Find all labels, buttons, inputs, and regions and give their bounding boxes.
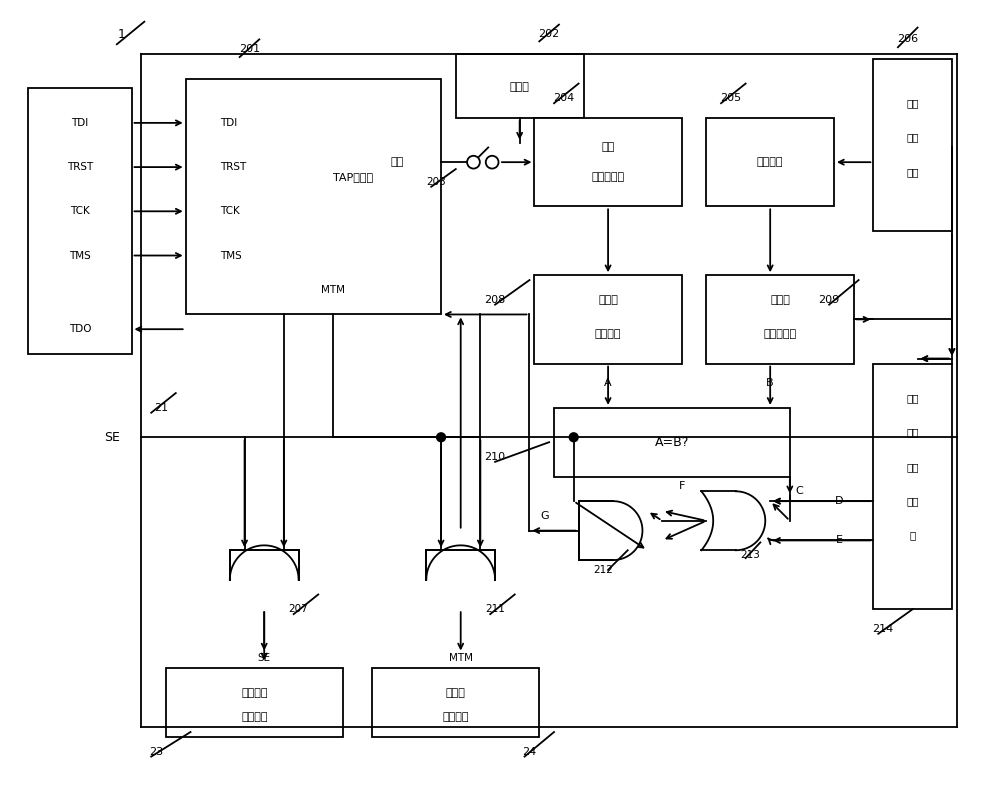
Text: 算法电路: 算法电路 bbox=[595, 329, 621, 339]
Text: E: E bbox=[835, 535, 842, 546]
Text: 器: 器 bbox=[910, 531, 916, 541]
Text: TRST: TRST bbox=[220, 162, 246, 172]
Text: 24: 24 bbox=[522, 747, 537, 757]
Text: TCK: TCK bbox=[70, 206, 90, 216]
Text: 210: 210 bbox=[485, 452, 506, 462]
Text: MTM: MTM bbox=[321, 285, 345, 295]
Text: TDI: TDI bbox=[71, 118, 89, 128]
Text: A=B?: A=B? bbox=[655, 435, 689, 449]
Text: C: C bbox=[796, 486, 804, 496]
Text: 1: 1 bbox=[118, 28, 126, 41]
Text: 23: 23 bbox=[149, 747, 163, 757]
Text: 211: 211 bbox=[485, 604, 505, 615]
Bar bbox=[706, 118, 834, 206]
Text: 输入: 输入 bbox=[601, 143, 615, 152]
Text: F: F bbox=[679, 481, 685, 492]
Text: 介质: 介质 bbox=[906, 167, 919, 177]
Text: A: A bbox=[604, 378, 612, 389]
Text: 202: 202 bbox=[538, 29, 560, 40]
Text: 安全: 安全 bbox=[906, 393, 919, 403]
Polygon shape bbox=[426, 546, 495, 580]
Text: 209: 209 bbox=[819, 295, 840, 305]
Text: 计时器: 计时器 bbox=[510, 82, 530, 91]
Text: 装载电路: 装载电路 bbox=[757, 157, 783, 167]
Text: 储存器: 储存器 bbox=[446, 688, 466, 698]
Text: 21: 21 bbox=[154, 403, 168, 413]
Circle shape bbox=[569, 433, 578, 442]
Text: 失性: 失性 bbox=[906, 132, 919, 143]
Text: 203: 203 bbox=[426, 177, 446, 187]
Bar bbox=[456, 54, 584, 118]
Text: 控制: 控制 bbox=[906, 462, 919, 472]
Bar bbox=[706, 275, 854, 363]
Bar bbox=[873, 363, 952, 609]
Text: 214: 214 bbox=[873, 624, 894, 634]
Text: 208: 208 bbox=[484, 295, 506, 305]
Text: MTM: MTM bbox=[449, 653, 473, 663]
Text: TRST: TRST bbox=[67, 162, 93, 172]
Text: 属性: 属性 bbox=[906, 427, 919, 438]
Bar bbox=[186, 79, 441, 315]
Polygon shape bbox=[230, 546, 299, 580]
Text: G: G bbox=[540, 511, 549, 521]
Bar bbox=[534, 275, 682, 363]
Text: 206: 206 bbox=[897, 34, 918, 44]
Text: 密码寄存器: 密码寄存器 bbox=[763, 329, 797, 339]
Bar bbox=[873, 59, 952, 231]
Text: 测试电路: 测试电路 bbox=[241, 712, 268, 722]
Text: 全扫描链: 全扫描链 bbox=[241, 688, 268, 698]
Text: TMS: TMS bbox=[220, 251, 242, 261]
Text: SE: SE bbox=[258, 653, 271, 663]
Circle shape bbox=[437, 433, 445, 442]
Text: B: B bbox=[766, 378, 774, 389]
Text: 寄存: 寄存 bbox=[906, 496, 919, 506]
Text: 模糊化: 模糊化 bbox=[770, 295, 790, 305]
Text: 非易: 非易 bbox=[906, 98, 919, 108]
Text: 204: 204 bbox=[553, 94, 574, 103]
Bar bbox=[534, 118, 682, 206]
Text: 212: 212 bbox=[593, 565, 613, 575]
Text: 207: 207 bbox=[289, 604, 308, 615]
Text: TDI: TDI bbox=[220, 118, 237, 128]
Bar bbox=[372, 668, 539, 737]
Text: TAP控制器: TAP控制器 bbox=[333, 172, 373, 182]
Text: TDO: TDO bbox=[69, 324, 91, 334]
Text: 模糊化: 模糊化 bbox=[598, 295, 618, 305]
Text: 213: 213 bbox=[741, 550, 760, 560]
Text: D: D bbox=[835, 496, 843, 506]
Bar bbox=[28, 89, 132, 354]
Bar bbox=[166, 668, 343, 737]
Text: 205: 205 bbox=[720, 94, 741, 103]
Text: TCK: TCK bbox=[220, 206, 240, 216]
Text: TMS: TMS bbox=[69, 251, 91, 261]
Text: SE: SE bbox=[104, 431, 120, 444]
Text: 密码: 密码 bbox=[390, 157, 403, 167]
Text: 测试电路: 测试电路 bbox=[443, 712, 469, 722]
Text: 密码寄存器: 密码寄存器 bbox=[592, 172, 625, 182]
Bar bbox=[554, 408, 790, 477]
Text: 201: 201 bbox=[239, 44, 260, 54]
Polygon shape bbox=[701, 492, 765, 550]
Polygon shape bbox=[579, 501, 642, 560]
